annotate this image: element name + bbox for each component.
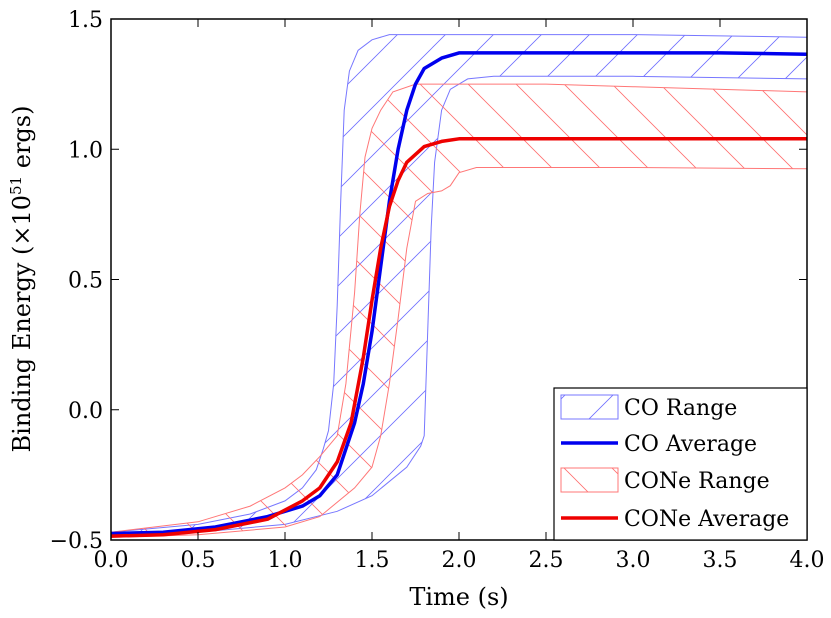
- y-axis-label-exponent: 51: [7, 176, 25, 195]
- x-tick-label: 2.5: [529, 548, 564, 573]
- axis-ticks: 0.0 0.5 1.0 1.5 2.0 2.5 3.0 3.5 4.0−0.50.00.51.0…: [50, 8, 825, 573]
- cone-range-lower-edge: [111, 167, 807, 538]
- cone-average-line: [111, 137, 807, 538]
- legend-label-cone-range: CONe Range: [624, 469, 770, 494]
- x-tick-label: 1.5: [355, 548, 390, 573]
- y-axis-label-main: Binding Energy (: [8, 246, 36, 453]
- x-tick-label: 0.0: [94, 548, 129, 573]
- y-tick-label: 0.5: [68, 269, 103, 294]
- x-axis-label: Time (s): [409, 583, 508, 611]
- x-tick-label: 3.5: [703, 548, 738, 573]
- legend-swatch-co-range: [560, 394, 619, 420]
- y-axis-label-times: ×10: [8, 195, 36, 246]
- cone-range-band: [111, 84, 807, 538]
- legend-swatch-cone-range: [560, 467, 619, 493]
- legend-label-cone-average: CONe Average: [624, 507, 789, 532]
- x-tick-label: 3.0: [616, 548, 651, 573]
- y-tick-label: 1.0: [68, 138, 103, 163]
- x-tick-label: 2.0: [442, 548, 477, 573]
- y-tick-label: −0.5: [50, 529, 103, 554]
- y-tick-label: 1.5: [68, 8, 103, 33]
- plot-area: [111, 34, 807, 538]
- cone-range-upper-edge: [111, 83, 807, 533]
- y-axis-label-unit: ergs): [8, 106, 36, 176]
- x-tick-label: 4.0: [790, 548, 825, 573]
- x-tick-label: 1.0: [268, 548, 303, 573]
- legend-label-co-average: CO Average: [624, 432, 757, 457]
- x-tick-label: 0.5: [181, 548, 216, 573]
- y-tick-label: 0.0: [68, 399, 103, 424]
- y-axis-label: Binding Energy (×1051 ergs): [7, 106, 36, 453]
- legend: CO Range CO Average CONe Range CONe Aver…: [553, 387, 808, 541]
- legend-label-co-range: CO Range: [624, 396, 737, 421]
